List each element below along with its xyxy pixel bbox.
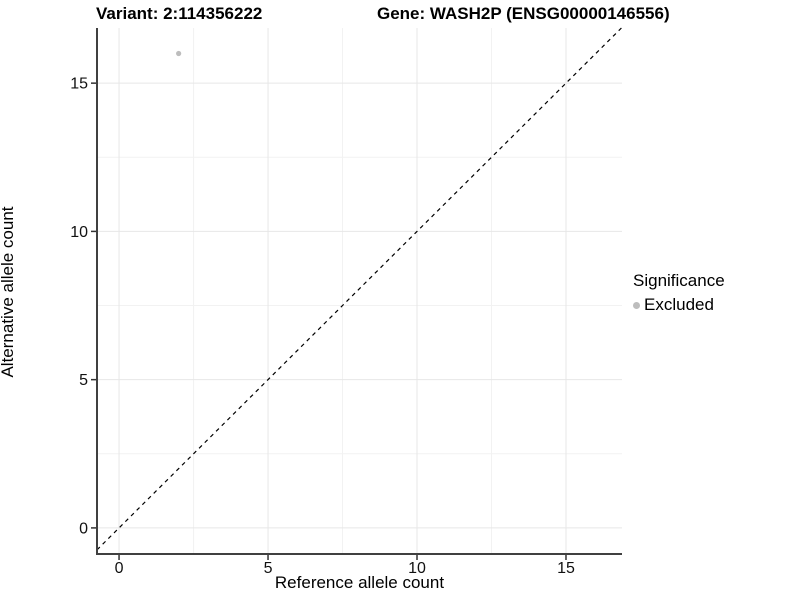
y-axis-title: Alternative allele count bbox=[0, 206, 17, 378]
legend: Significance Excluded bbox=[633, 271, 725, 315]
y-tick-label: 15 bbox=[70, 76, 88, 93]
data-point-excluded bbox=[176, 50, 182, 57]
legend-item-excluded: Excluded bbox=[633, 295, 725, 315]
y-tick-label: 5 bbox=[79, 372, 88, 389]
y-tick-label: 0 bbox=[79, 520, 88, 537]
plot-title-variant: Variant: 2:114356222 bbox=[96, 4, 263, 23]
plot-title-gene: Gene: WASH2P (ENSG00000146556) bbox=[377, 4, 670, 23]
x-tick-label: 5 bbox=[264, 560, 273, 577]
identity-reference-line bbox=[96, 27, 622, 551]
x-axis-title: Reference allele count bbox=[274, 573, 445, 592]
x-tick-label: 0 bbox=[115, 560, 124, 577]
legend-point-icon bbox=[633, 301, 640, 309]
y-tick-label: 10 bbox=[70, 224, 88, 241]
legend-title: Significance bbox=[633, 271, 725, 290]
x-tick-label: 15 bbox=[557, 560, 575, 577]
x-tick-label: 10 bbox=[408, 560, 426, 577]
legend-item-label: Excluded bbox=[644, 295, 714, 314]
